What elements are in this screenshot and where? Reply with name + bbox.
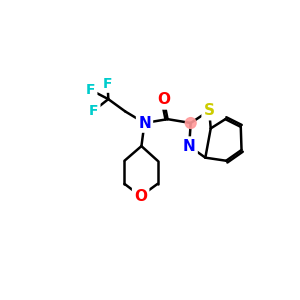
Text: N: N bbox=[138, 116, 151, 130]
Text: F: F bbox=[86, 83, 95, 97]
Text: F: F bbox=[89, 104, 98, 118]
Circle shape bbox=[185, 118, 196, 128]
Circle shape bbox=[184, 141, 195, 152]
Text: F: F bbox=[103, 77, 112, 91]
Text: S: S bbox=[204, 103, 215, 118]
Text: N: N bbox=[183, 139, 196, 154]
Text: O: O bbox=[157, 92, 170, 107]
Text: O: O bbox=[134, 189, 147, 204]
